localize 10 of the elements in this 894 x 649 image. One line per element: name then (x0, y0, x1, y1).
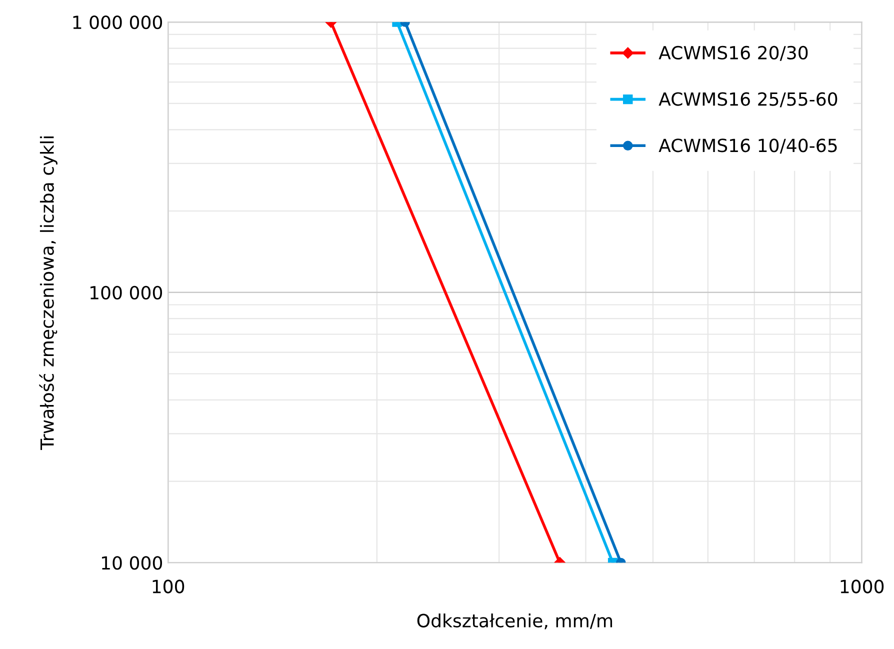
x-tick-label: 1000 (840, 580, 884, 594)
y-axis-title: Trwałość zmęczeniowa, liczba cykli (39, 136, 58, 450)
y-tick-label: 100 000 (90, 286, 162, 300)
legend-label: ACWMS16 20/30 (658, 46, 808, 61)
y-tick-label: 1 000 000 (73, 16, 162, 30)
legend-label: ACWMS16 25/55-60 (658, 92, 838, 108)
legend-label: ACWMS16 10/40-65 (658, 138, 837, 154)
x-axis-title: Odkształcenie, mm/m (417, 613, 612, 630)
x-tick-label: 100 (152, 580, 184, 594)
y-tick-label: 10 000 (102, 556, 162, 570)
